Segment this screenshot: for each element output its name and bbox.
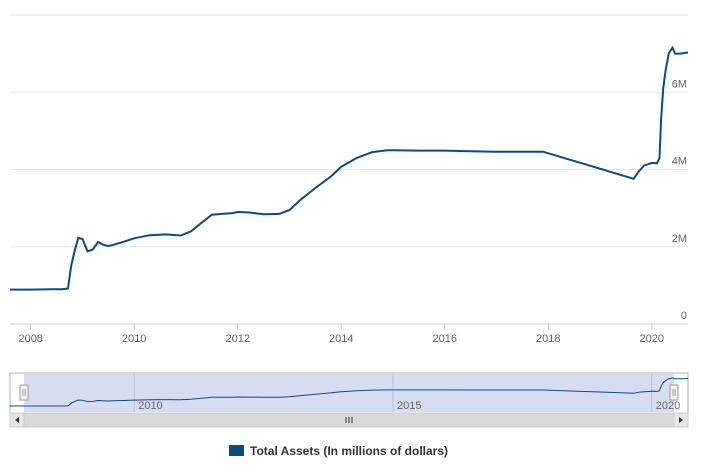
navigator-grid (133, 374, 653, 412)
y-axis-labels: 0 2M 4M 6M (672, 78, 687, 322)
y-tick-label: 6M (672, 78, 687, 90)
y-tick-label: 0 (681, 310, 687, 322)
navigator-axis-labels: 2010 2015 2020 (138, 400, 680, 412)
legend[interactable]: Total Assets (In millions of dollars) (229, 444, 448, 458)
triangle-left-icon (15, 417, 19, 423)
scrollbar-grip-icon (345, 417, 353, 423)
navigator-selected-range[interactable] (24, 374, 674, 412)
scrollbar[interactable] (9, 412, 689, 428)
scroll-left-button[interactable] (9, 412, 25, 428)
legend-swatch (229, 445, 244, 456)
x-tick-label: 2010 (122, 333, 146, 345)
x-tick-label: 2020 (640, 333, 664, 345)
x-axis-labels: 2008 2010 2012 2014 2016 2018 2020 (18, 333, 664, 345)
y-tick-label: 2M (672, 233, 687, 245)
navigator-tick-label: 2010 (138, 400, 162, 412)
navigator-series-line (10, 377, 689, 407)
y-tick-label: 4M (672, 156, 687, 168)
x-tick-label: 2018 (536, 333, 560, 345)
x-tick-marks (30, 324, 653, 330)
navigator-tick-label: 2015 (397, 400, 421, 412)
series-line (10, 45, 689, 291)
x-tick-label: 2016 (433, 333, 457, 345)
x-tick-label: 2014 (329, 333, 353, 345)
x-tick-label: 2012 (225, 333, 249, 345)
scroll-right-button[interactable] (673, 412, 689, 428)
triangle-right-icon (679, 417, 683, 423)
legend-label[interactable]: Total Assets (In millions of dollars) (250, 444, 448, 458)
grid-lines (10, 14, 688, 248)
navigator[interactable]: 2010 2015 2020 (9, 372, 689, 414)
navigator-tick-label: 2020 (656, 400, 680, 412)
x-tick-label: 2008 (18, 333, 42, 345)
navigator-right-handle[interactable] (669, 384, 679, 401)
navigator-left-handle[interactable] (19, 384, 29, 401)
